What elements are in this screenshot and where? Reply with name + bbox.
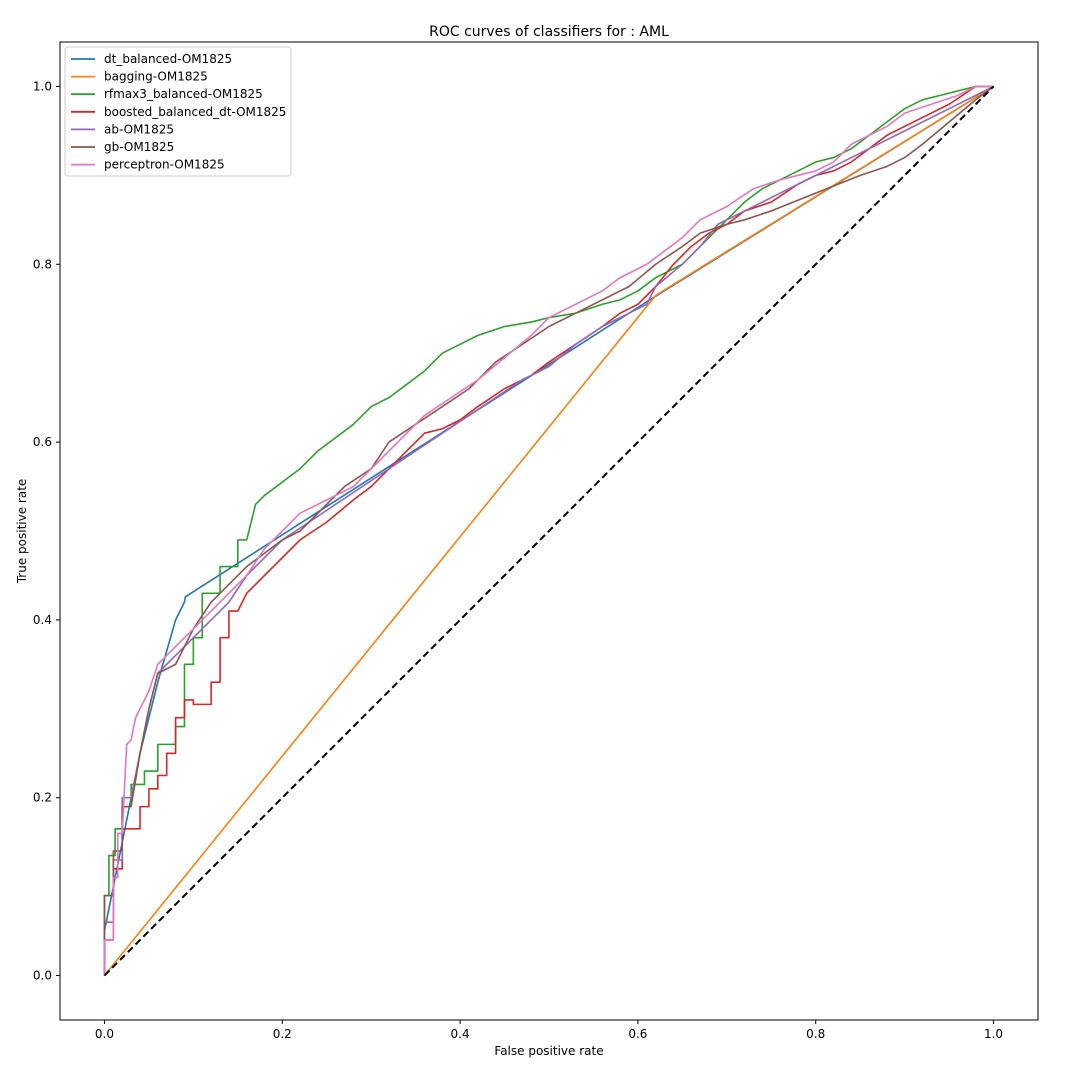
legend-label-5: gb-OM1825 bbox=[104, 140, 174, 154]
legend-frame bbox=[64, 46, 292, 177]
x-tick-label: 0.6 bbox=[628, 1027, 647, 1041]
legend-label-6: perceptron-OM1825 bbox=[104, 158, 225, 172]
y-axis: 0.0 0.2 0.4 0.6 0.8 1.0 bbox=[33, 79, 60, 983]
legend: dt_balanced-OM1825 bagging-OM1825 rfmax3_b… bbox=[64, 46, 292, 177]
plot-frame bbox=[59, 41, 1039, 1021]
y-tick-label: 1.0 bbox=[33, 79, 52, 93]
x-tick-label: 0.0 bbox=[95, 1027, 114, 1041]
y-tick-label: 0.0 bbox=[33, 969, 52, 983]
x-axis-label: False positive rate bbox=[494, 1044, 603, 1058]
legend-label-1: bagging-OM1825 bbox=[104, 70, 208, 84]
series-line-1 bbox=[103, 85, 994, 977]
legend-label-3: boosted_balanced_dt-OM1825 bbox=[104, 105, 286, 119]
chart-title: ROC curves of classifiers for : AML bbox=[429, 24, 669, 40]
y-tick-label: 0.6 bbox=[33, 435, 52, 449]
reference-diagonal-line bbox=[103, 85, 995, 977]
x-tick-label: 0.2 bbox=[273, 1027, 292, 1041]
series-layer bbox=[103, 85, 995, 977]
legend-label-4: ab-OM1825 bbox=[104, 122, 174, 136]
series-line-3 bbox=[103, 85, 994, 976]
legend-label-2: rfmax3_balanced-OM1825 bbox=[104, 87, 263, 101]
series-line-6 bbox=[103, 85, 994, 976]
x-axis: 0.0 0.2 0.4 0.6 0.8 1.0 bbox=[95, 1020, 1003, 1041]
y-tick-label: 0.2 bbox=[33, 791, 52, 805]
x-tick-label: 1.0 bbox=[984, 1027, 1003, 1041]
x-tick-label: 0.4 bbox=[451, 1027, 470, 1041]
y-tick-label: 0.4 bbox=[33, 613, 52, 627]
y-axis-label: True positive rate bbox=[15, 479, 29, 585]
series-line-2 bbox=[103, 85, 994, 976]
x-tick-label: 0.8 bbox=[806, 1027, 825, 1041]
y-tick-label: 0.8 bbox=[33, 257, 52, 271]
legend-label-0: dt_balanced-OM1825 bbox=[104, 52, 232, 66]
